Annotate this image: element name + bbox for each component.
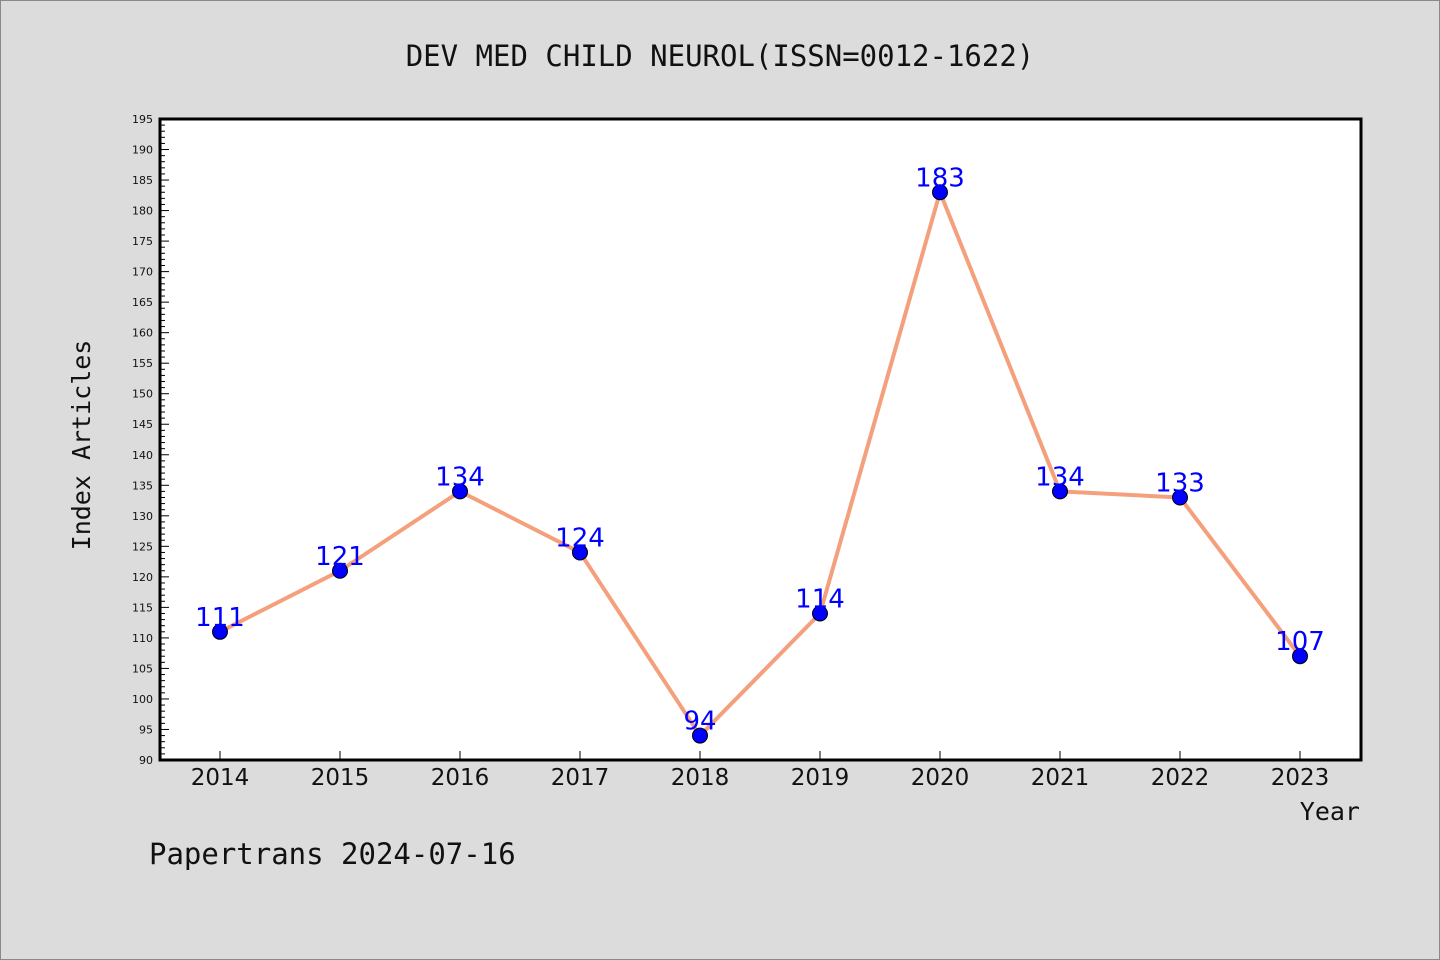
x-tick-label: 2018 [671,765,730,791]
x-tick-label: 2023 [1271,765,1330,791]
y-tick-label: 175 [132,235,153,248]
data-label: 183 [915,163,965,193]
y-tick-label: 160 [132,327,153,340]
x-tick-label: 2020 [911,765,970,791]
data-point [572,544,588,561]
y-axis: 90 95 100 105 110 115 120 125 130 135 140 145 150 155… [132,113,169,767]
data-point [812,605,828,622]
data-point [1292,648,1308,665]
y-tick-label: 150 [132,388,153,401]
y-axis-label: Index Articles [67,340,96,551]
y-tick-label: 165 [132,296,153,309]
x-axis: 2014 2015 2016 2017 2018 2019 2020 2021 2022 2023 [191,751,1330,791]
data-label: 133 [1155,468,1205,498]
plot-area [158,117,1363,762]
y-tick-label: 95 [139,723,153,736]
x-tick-label: 2022 [1151,765,1210,791]
data-label: 107 [1275,627,1325,657]
data-label: 111 [195,603,245,633]
y-tick-label: 130 [132,510,153,523]
data-point [452,483,468,500]
series-line [219,190,1302,738]
y-tick-label: 105 [132,662,153,675]
chart-title: DEV MED CHILD NEUROL(ISSN=0012-1622) [406,39,1035,73]
y-tick-label: 185 [132,174,153,187]
x-tick-label: 2016 [431,765,490,791]
x-tick-label: 2017 [551,765,610,791]
y-tick-label: 100 [132,693,153,706]
footer-credit: Papertrans 2024-07-16 [149,837,516,871]
data-point [1172,489,1188,506]
y-tick-label: 195 [132,113,153,126]
data-point [332,562,348,579]
y-tick-label: 180 [132,205,153,218]
data-point [692,727,708,744]
data-point [212,623,228,640]
data-point [932,184,948,201]
data-label: 134 [1035,462,1085,492]
data-point [1052,483,1068,500]
y-tick-label: 135 [132,479,153,492]
y-tick-label: 120 [132,571,153,584]
y-tick-label: 155 [132,357,153,370]
data-labels: 111 121 134 124 94 114 183 134 133 107 [195,163,1325,736]
y-tick-label: 90 [139,754,153,767]
data-label: 94 [683,707,716,737]
data-label: 121 [315,542,365,572]
data-label: 124 [555,523,605,553]
data-label: 134 [435,462,485,492]
y-tick-label: 110 [132,632,153,645]
x-tick-label: 2015 [311,765,370,791]
data-points [212,184,1308,744]
x-tick-label: 2021 [1031,765,1090,791]
y-tick-label: 125 [132,540,153,553]
data-label: 114 [795,584,845,614]
y-tick-label: 145 [132,418,153,431]
x-tick-label: 2014 [191,765,250,791]
x-tick-label: 2019 [791,765,850,791]
x-axis-label: Year [1300,797,1360,826]
y-tick-label: 170 [132,266,153,279]
y-tick-label: 140 [132,449,153,462]
y-tick-label: 190 [132,144,153,157]
y-tick-label: 115 [132,601,153,614]
